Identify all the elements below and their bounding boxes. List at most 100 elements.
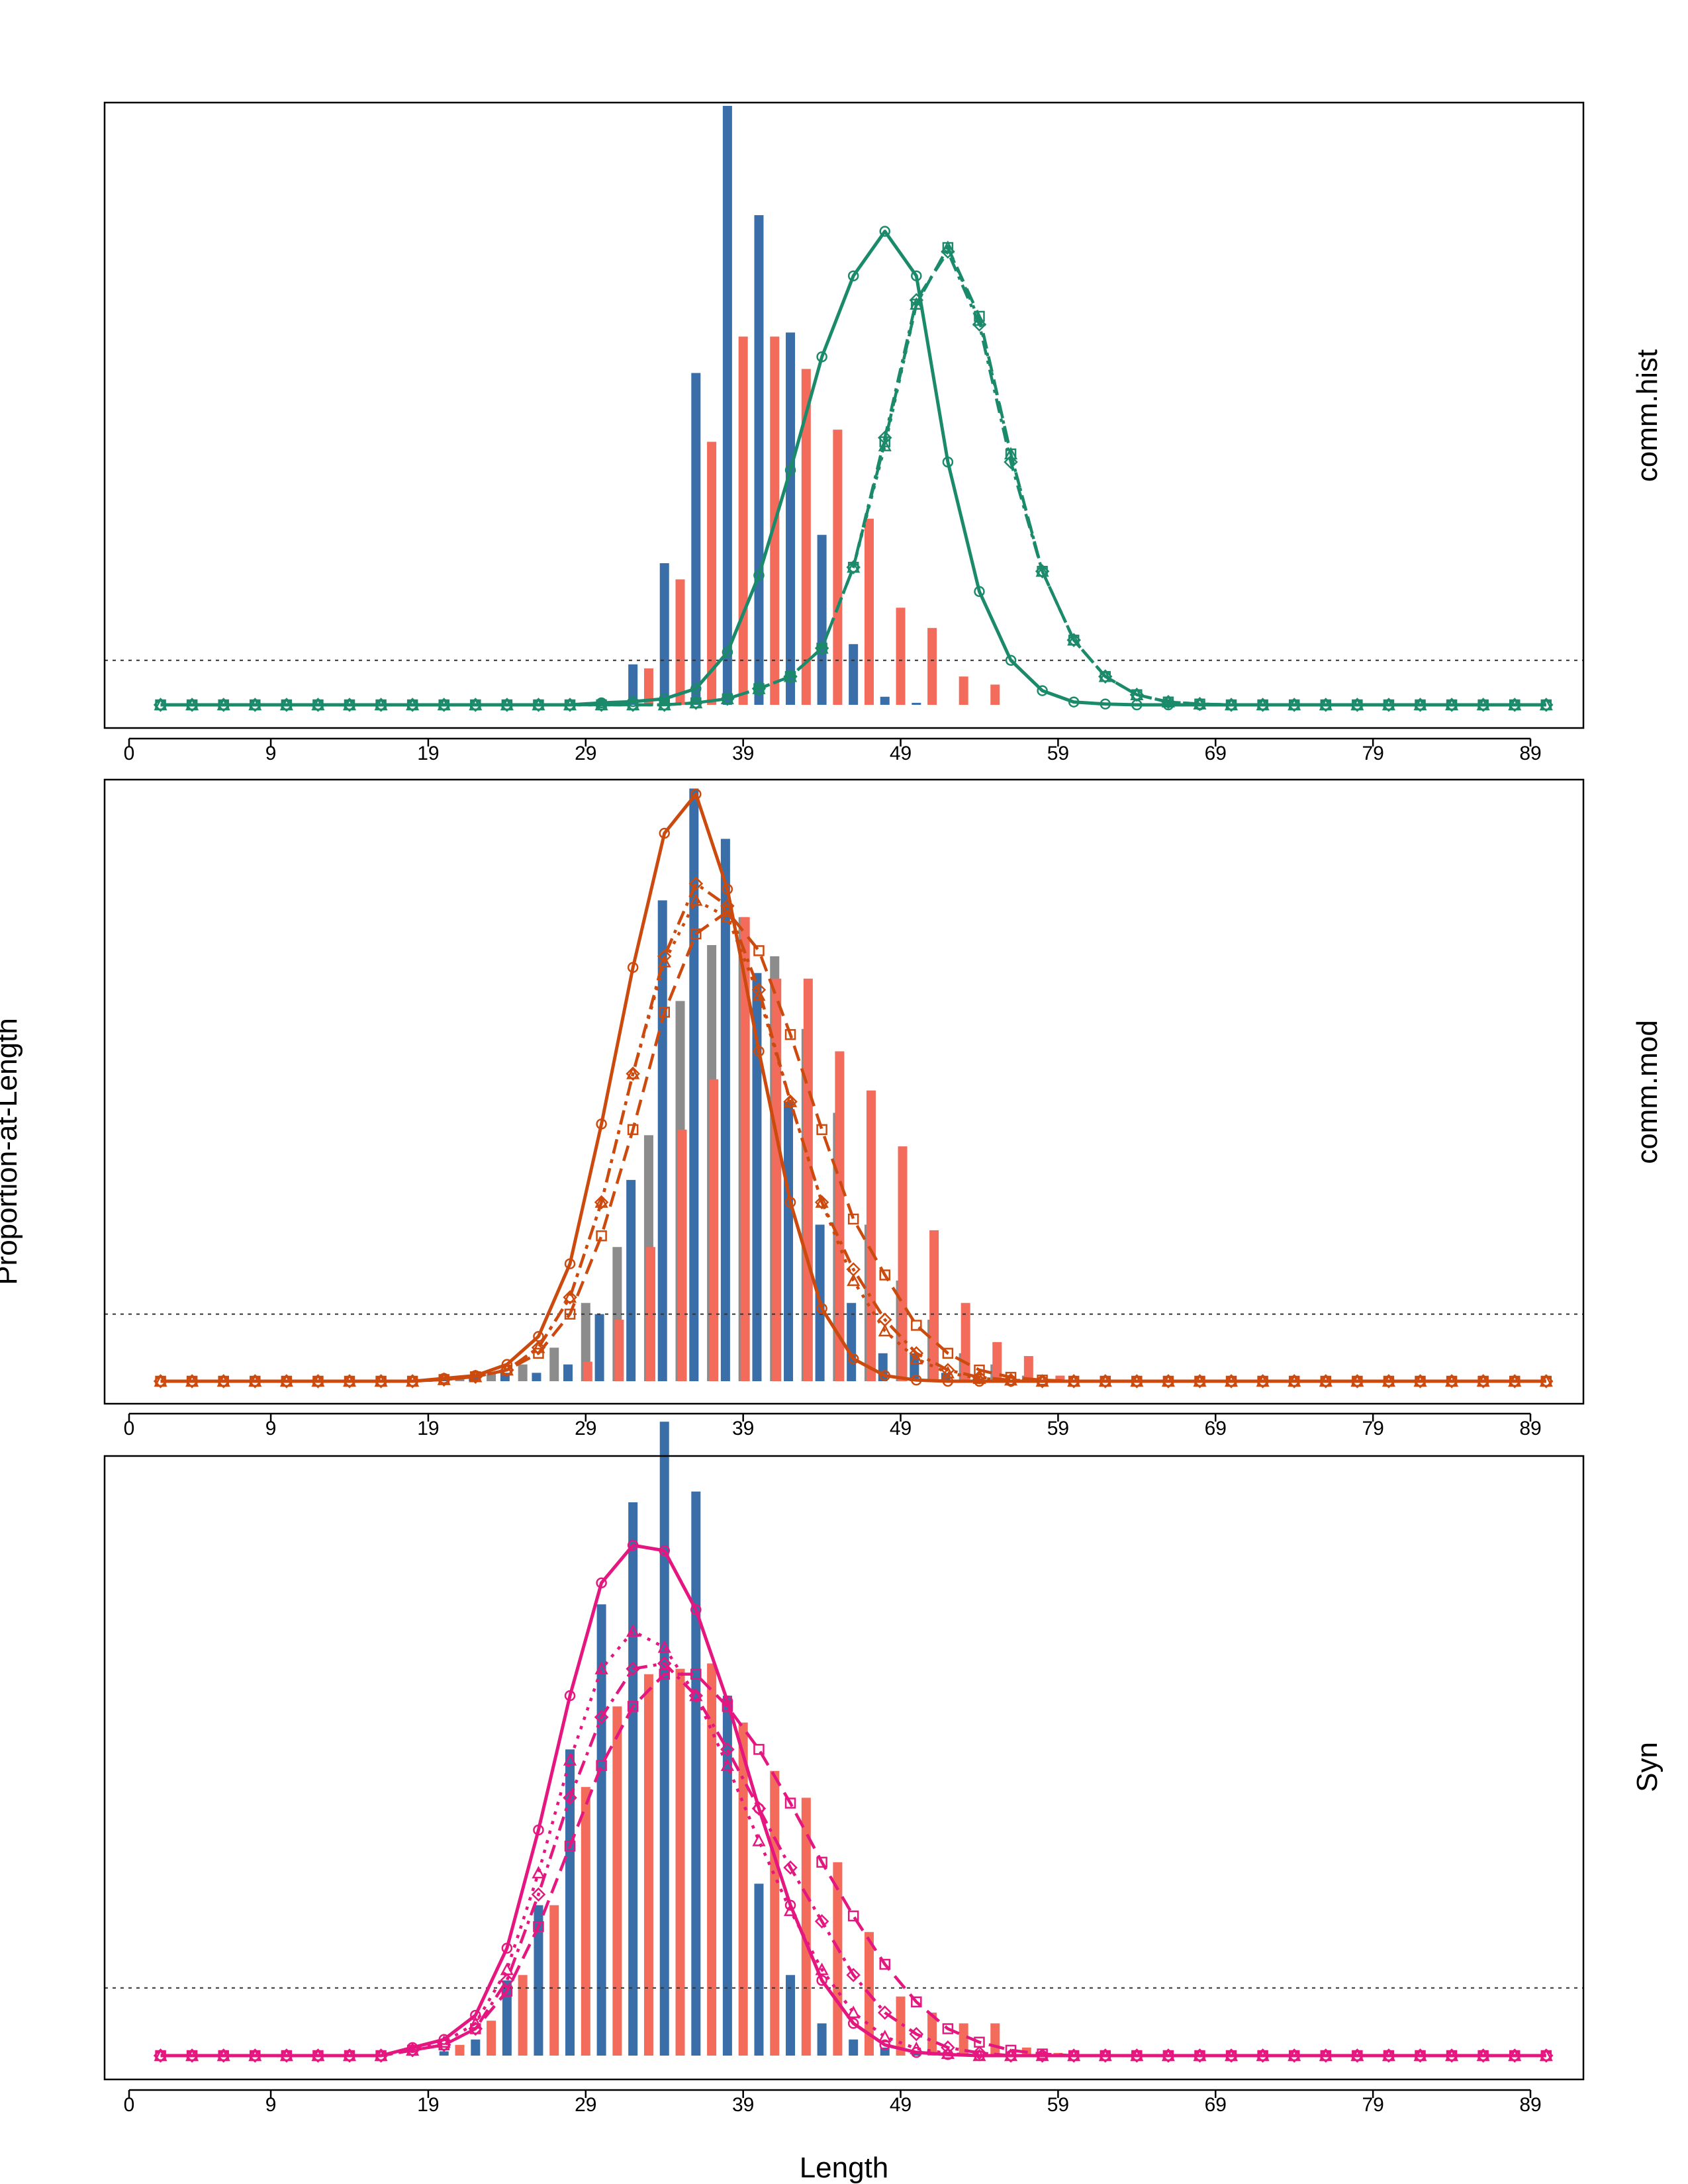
line-marker-diamond	[153, 1374, 168, 1388]
line-marker-square	[627, 1124, 639, 1136]
line-marker-diamond	[688, 876, 704, 891]
line-marker-diamond	[1350, 698, 1365, 712]
line-marker-square	[847, 1213, 859, 1225]
bar-series-1	[439, 1422, 921, 2056]
line-marker-square	[879, 1958, 891, 1970]
line-marker-diamond	[783, 1094, 798, 1109]
line-marker-triangle	[689, 1688, 703, 1702]
line-marker-circle	[722, 647, 733, 658]
x-tick-label: 49	[890, 743, 912, 764]
line-marker-circle	[879, 1370, 891, 1381]
line-marker-diamond	[594, 1709, 609, 1725]
panel-label: comm.hist	[1631, 349, 1664, 482]
line-marker-diamond	[688, 696, 704, 710]
line-series-2	[155, 242, 1552, 711]
line-marker-diamond	[1224, 698, 1239, 712]
line-marker-diamond	[657, 698, 672, 712]
line-marker-diamond	[373, 1374, 389, 1388]
line-marker-diamond	[1413, 2048, 1428, 2063]
x-tick-label: 69	[1205, 1418, 1227, 1439]
bar	[583, 1361, 592, 1381]
line-marker-diamond	[1507, 698, 1522, 712]
x-tick-label: 69	[1205, 2094, 1227, 2116]
bar	[927, 2013, 937, 2056]
x-tick-label: 49	[890, 1418, 912, 1439]
bar	[786, 1975, 796, 2056]
x-tick-label: 9	[265, 2094, 277, 2116]
bar	[689, 788, 699, 1381]
plot-frame	[103, 1455, 1585, 2081]
bar	[817, 535, 827, 705]
line-marker-circle	[784, 465, 796, 476]
bar	[740, 917, 750, 1381]
line-marker-square	[690, 1668, 702, 1680]
line-marker-circle	[690, 1604, 702, 1615]
line-marker-circle	[596, 1577, 607, 1588]
panel-label: Syn	[1631, 1742, 1664, 1792]
bar	[898, 1146, 908, 1381]
line-marker-diamond	[405, 1374, 420, 1388]
line-marker-triangle	[878, 1324, 892, 1337]
line-marker-diamond	[1382, 1374, 1396, 1388]
line-marker-diamond	[1035, 2048, 1050, 2063]
line-marker-diamond	[1004, 2048, 1018, 2063]
series-line	[160, 1662, 1546, 2058]
line-marker-diamond	[153, 2048, 168, 2063]
line-series-1	[155, 1539, 1552, 2062]
line-marker-diamond	[1004, 455, 1018, 469]
line-marker-triangle	[783, 1094, 798, 1107]
bar	[833, 430, 843, 705]
bar	[657, 900, 667, 1381]
line-marker-diamond	[1224, 2048, 1239, 2063]
line-marker-circle	[1037, 685, 1048, 696]
bar	[1055, 1375, 1065, 1381]
line-marker-triangle	[594, 1661, 608, 1674]
line-marker-square	[564, 1841, 576, 1852]
line-marker-circle	[816, 1302, 827, 1314]
line-marker-diamond	[310, 2048, 326, 2063]
bar	[992, 1342, 1002, 1381]
line-marker-triangle	[878, 438, 892, 451]
x-tick-label: 59	[1047, 743, 1069, 764]
bar	[927, 627, 937, 705]
plot-frame	[103, 778, 1585, 1405]
series-line	[160, 882, 1546, 1383]
bar	[455, 2044, 465, 2056]
line-series-4	[153, 244, 1554, 712]
line-series-4	[153, 876, 1554, 1388]
line-marker-diamond	[626, 1661, 640, 1676]
line-marker-diamond	[688, 1688, 704, 1703]
bar	[594, 1314, 604, 1381]
bar	[801, 369, 811, 705]
bar	[659, 1422, 669, 2056]
line-marker-square	[816, 1856, 827, 1868]
x-tick-label: 59	[1047, 1418, 1069, 1439]
line-marker-diamond	[751, 982, 767, 997]
x-tick-label: 19	[417, 1418, 439, 1439]
line-marker-triangle	[847, 560, 861, 573]
line-marker-diamond	[310, 1374, 326, 1388]
line-marker-circle	[564, 1258, 576, 1269]
line-marker-diamond	[846, 1968, 861, 1983]
line-marker-triangle	[563, 1290, 577, 1303]
line-marker-triangle	[815, 1962, 829, 1976]
line-marker-diamond	[626, 1066, 640, 1081]
line-marker-square	[596, 1760, 607, 1771]
line-marker-diamond	[468, 2021, 483, 2036]
bar	[518, 1364, 528, 1381]
bar	[645, 1247, 655, 1381]
line-marker-diamond	[1413, 698, 1428, 712]
line-marker-triangle	[910, 2041, 923, 2054]
line-marker-diamond	[216, 698, 231, 712]
line-marker-diamond	[531, 1887, 546, 1902]
line-marker-square	[690, 928, 702, 940]
line-marker-diamond	[1004, 1373, 1018, 1388]
line-marker-diamond	[1192, 2048, 1207, 2063]
x-tick-label: 89	[1519, 743, 1541, 764]
line-marker-diamond	[1255, 1374, 1270, 1388]
line-marker-circle	[784, 1197, 796, 1208]
line-marker-diamond	[436, 2037, 451, 2052]
line-marker-triangle	[626, 1624, 640, 1637]
bar	[549, 1347, 559, 1381]
